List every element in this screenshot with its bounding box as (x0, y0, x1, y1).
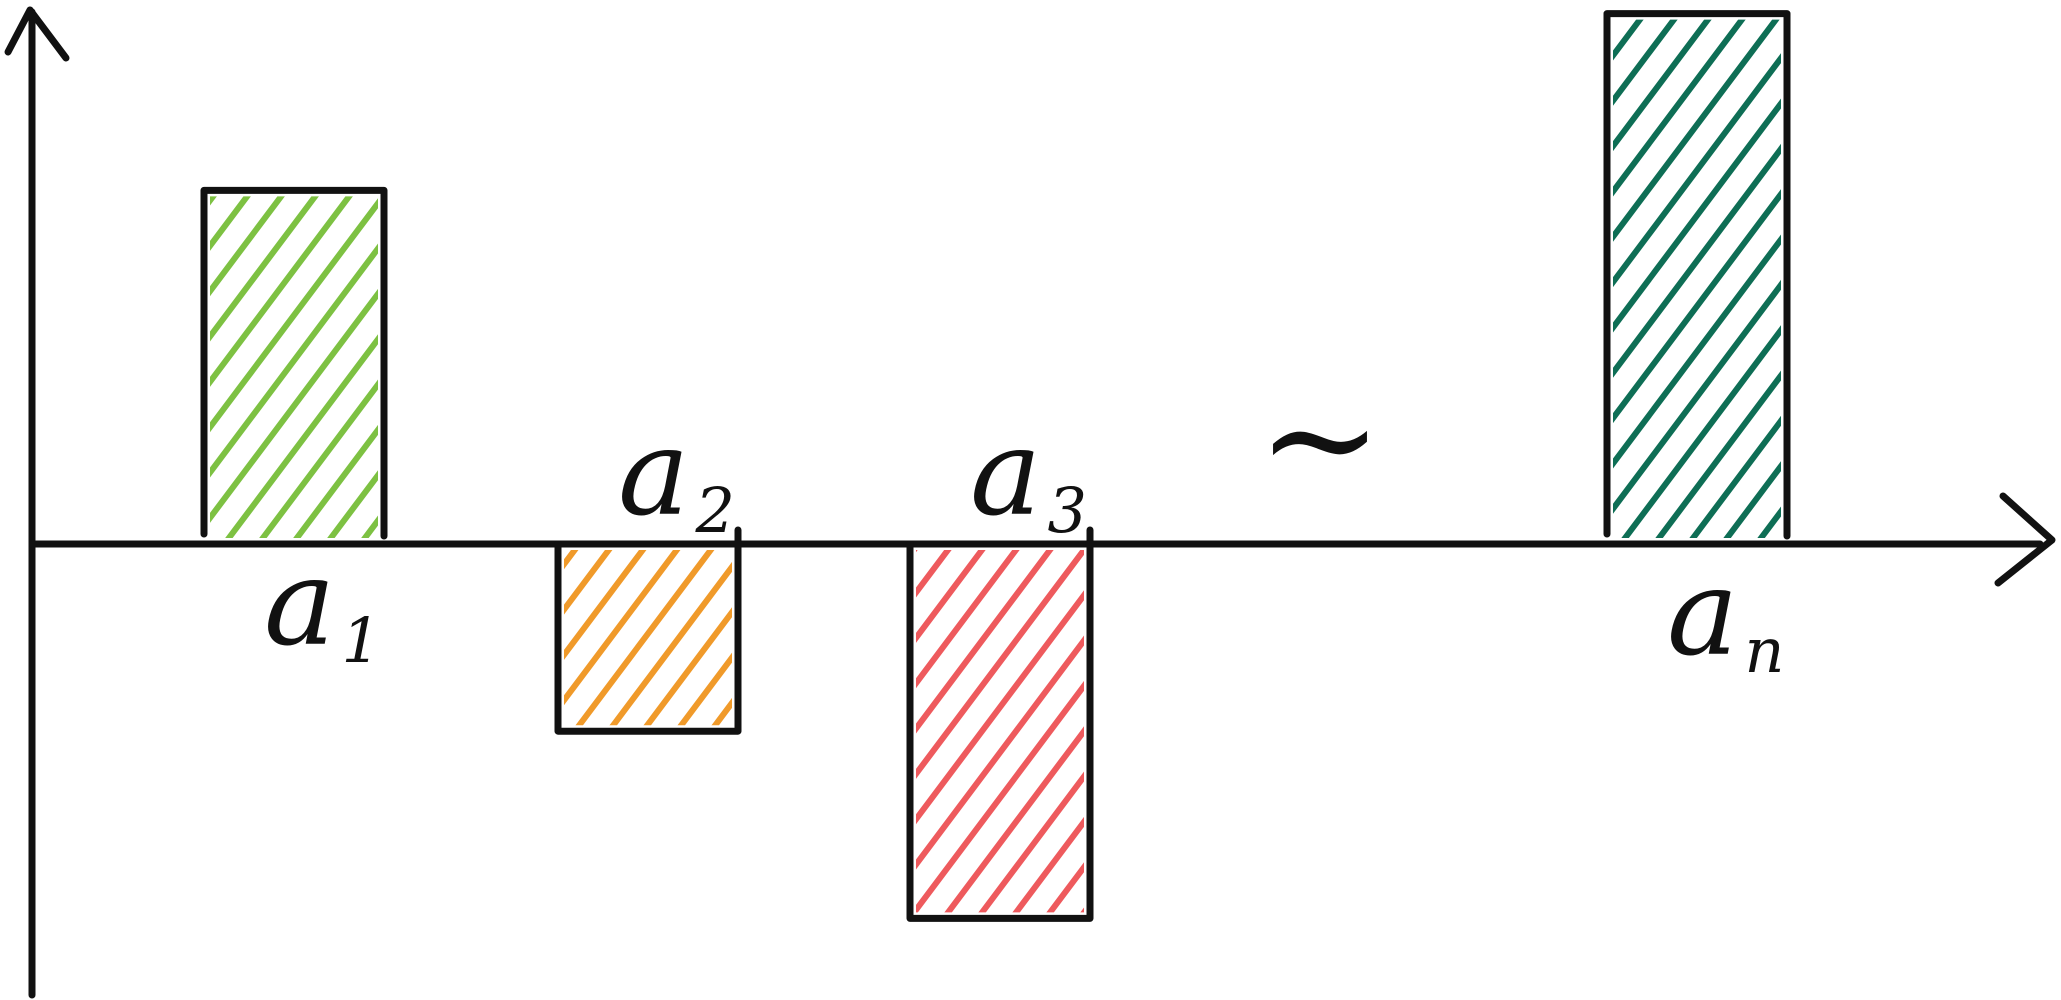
bar-a1: a1 (200, 186, 388, 677)
bar-label-a1: a1 (264, 534, 381, 677)
bar-a3: a3 (906, 404, 1094, 922)
bar-hatch (210, 196, 378, 538)
ellipsis-tilde: ~ (1257, 352, 1383, 526)
y-axis-arrowhead (4, 6, 70, 62)
bar-hatch (564, 550, 732, 726)
axes (4, 6, 2056, 999)
bar-label-a2: a2 (618, 404, 735, 547)
bars-group: a1 a2 a3 an (200, 10, 1791, 922)
x-axis-arrowhead (1994, 492, 2056, 587)
bar-outline (1603, 10, 1791, 540)
bar-an: an (1603, 10, 1791, 687)
bar-hatch (1613, 19, 1781, 539)
bar-outline (554, 526, 742, 735)
bar-label-a3: a3 (970, 404, 1087, 547)
bar-hatch (916, 550, 1084, 913)
bar-outline (906, 526, 1094, 922)
bar-a2: a2 (554, 404, 742, 735)
bar-label-an: an (1667, 544, 1784, 687)
bar-outline (200, 186, 388, 540)
